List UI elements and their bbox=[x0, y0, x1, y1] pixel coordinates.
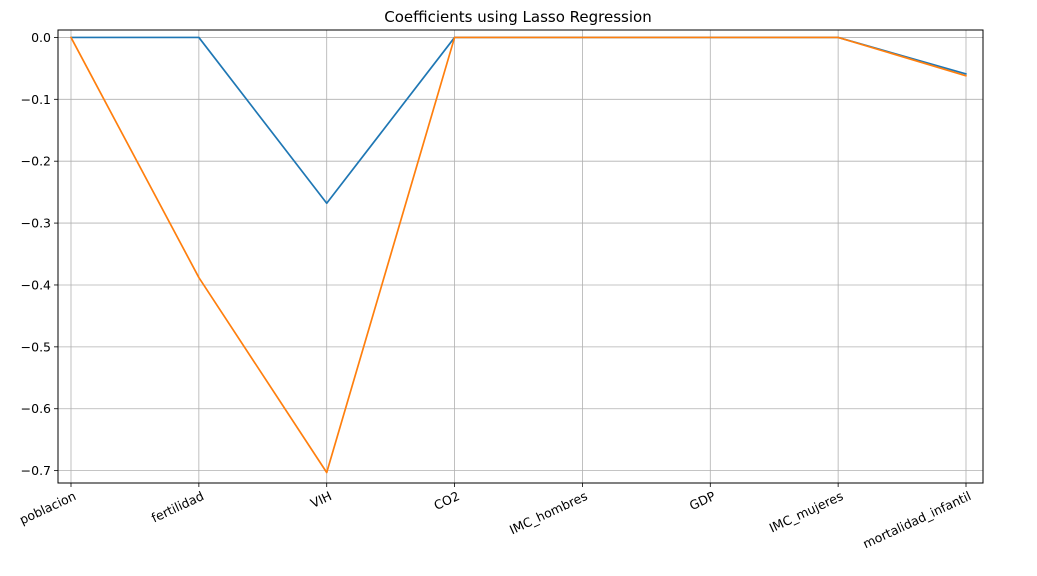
x-axis-ticks: poblacion fertilidad VIH CO2 IMC_hombres GDP I… bbox=[17, 483, 973, 551]
y-tick-label: −0.6 bbox=[21, 401, 51, 416]
y-tick-label: −0.7 bbox=[21, 463, 51, 478]
y-tick-label: −0.1 bbox=[21, 92, 51, 107]
y-tick-label: −0.5 bbox=[21, 339, 51, 354]
x-tick-label: mortalidad_infantil bbox=[860, 488, 973, 551]
series-line-1 bbox=[70, 36, 967, 205]
y-axis-ticks: 0.0 −0.1 −0.2 −0.3 −0.4 −0.5 −0.6 −0.7 bbox=[21, 30, 58, 478]
y-tick-label: −0.3 bbox=[21, 216, 51, 231]
x-tick-label: poblacion bbox=[17, 488, 78, 527]
x-tick-label: IMC_hombres bbox=[507, 488, 590, 537]
series-lines bbox=[70, 36, 967, 474]
x-tick-label: VIH bbox=[308, 488, 334, 511]
y-tick-label: 0.0 bbox=[31, 30, 51, 45]
x-tick-label: IMC_mujeres bbox=[767, 488, 846, 535]
y-tick-label: −0.4 bbox=[21, 277, 51, 292]
plot-frame bbox=[57, 29, 984, 484]
x-tick-label: fertilidad bbox=[149, 488, 206, 525]
series-line-2 bbox=[70, 36, 967, 474]
y-tick-label: −0.2 bbox=[21, 154, 51, 169]
chart-title: Coefficients using Lasso Regression bbox=[384, 8, 651, 26]
grid bbox=[58, 30, 983, 483]
x-tick-label: CO2 bbox=[431, 488, 461, 513]
x-tick-label: GDP bbox=[687, 488, 718, 513]
